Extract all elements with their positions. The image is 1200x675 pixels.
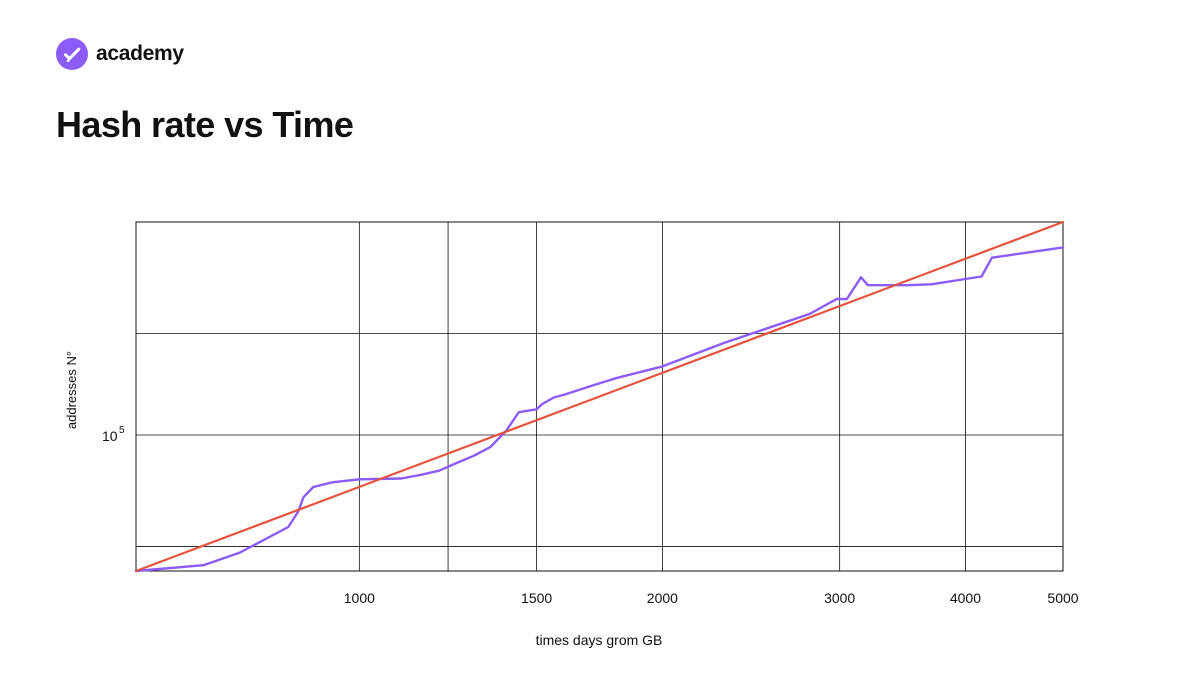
- x-tick-label: 2000: [647, 590, 678, 606]
- x-tick-label: 5000: [1047, 590, 1078, 606]
- data-line: [134, 246, 1065, 573]
- plot-frame: [135, 221, 1064, 572]
- y-axis-label: addresses N°: [64, 351, 79, 429]
- brand-name: academy: [96, 42, 184, 65]
- x-tick-label: 1500: [521, 590, 552, 606]
- y-tick-label: 10: [102, 428, 118, 444]
- chart-series: [134, 220, 1065, 573]
- check-badge-icon: [56, 38, 88, 70]
- check-badge-icon-svg: [56, 38, 88, 70]
- page-title: Hash rate vs Time: [56, 104, 354, 145]
- fit-line: [134, 220, 1065, 573]
- brand: academy: [56, 38, 184, 70]
- x-tick-label: 3000: [824, 590, 855, 606]
- chart-tick-labels: 1000 1500 2000 3000 4000 5000 10 5: [102, 425, 1079, 606]
- x-axis-label: times days grom GB: [536, 632, 663, 648]
- x-tick-label: 4000: [950, 590, 981, 606]
- y-tick-label-exponent: 5: [119, 425, 125, 436]
- x-tick-label: 1000: [344, 590, 375, 606]
- chart-grid: [135, 221, 1064, 572]
